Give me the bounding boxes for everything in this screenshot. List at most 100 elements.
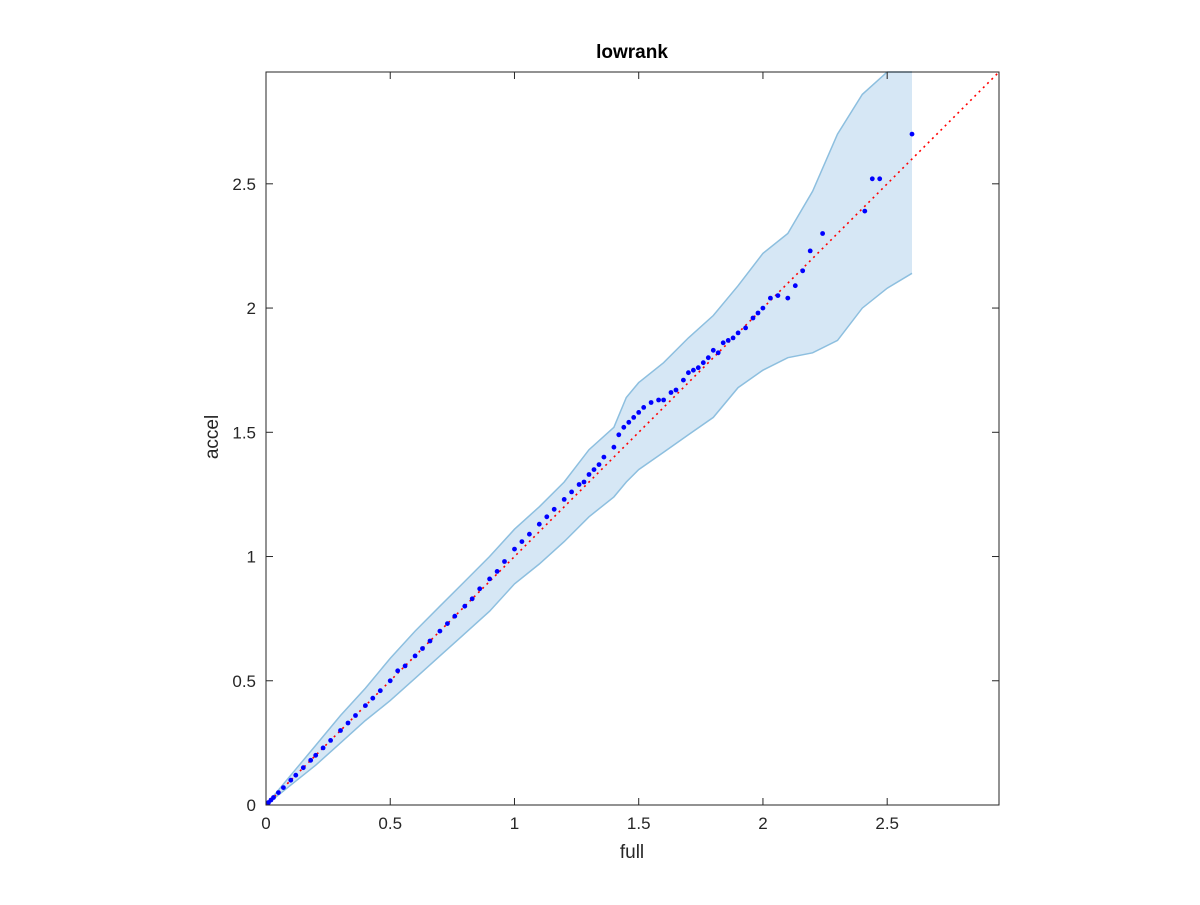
data-point xyxy=(487,576,492,582)
data-point xyxy=(502,559,507,564)
data-point xyxy=(909,131,915,137)
data-point xyxy=(387,678,393,684)
data-point xyxy=(760,305,766,311)
data-point xyxy=(862,208,868,214)
data-point xyxy=(705,355,711,361)
y-tick-label: 1.5 xyxy=(232,423,256,442)
data-point xyxy=(452,613,458,619)
data-point xyxy=(427,638,433,644)
y-tick-label: 1 xyxy=(247,548,256,567)
data-point xyxy=(300,765,306,771)
data-point xyxy=(596,462,602,467)
x-tick-label: 2 xyxy=(758,814,767,833)
data-point xyxy=(656,397,661,403)
data-point xyxy=(681,377,686,383)
confidence-band-lower-edge xyxy=(265,272,913,806)
data-point xyxy=(616,432,622,438)
y-tick-label: 0 xyxy=(247,796,256,815)
data-point xyxy=(869,176,875,182)
data-point xyxy=(569,489,574,495)
data-point xyxy=(661,397,666,403)
data-point xyxy=(735,330,741,336)
data-point xyxy=(755,310,761,316)
data-point xyxy=(641,405,647,410)
data-point xyxy=(338,728,343,733)
chart-title: lowrank xyxy=(596,42,668,63)
data-point xyxy=(775,293,781,298)
data-point xyxy=(281,785,286,790)
confidence-band-upper-edge xyxy=(265,71,912,806)
data-point xyxy=(494,569,500,574)
axes-layer: 0 0.5 1 1.5 2 2.5 0 0.5 1 1.5 2 2.5 xyxy=(232,71,1000,833)
data-point xyxy=(412,653,418,659)
data-point xyxy=(276,790,281,795)
y-tick-label: 0.5 xyxy=(232,672,256,691)
data-points-layer xyxy=(266,131,915,805)
confidence-band-layer xyxy=(265,71,913,806)
data-point xyxy=(700,360,706,366)
data-point xyxy=(648,400,654,405)
data-point xyxy=(512,546,517,552)
data-point xyxy=(877,176,883,182)
data-point xyxy=(271,795,276,800)
data-point xyxy=(730,335,736,341)
x-tick-label: 2.5 xyxy=(875,814,899,833)
data-point xyxy=(519,539,525,544)
data-point xyxy=(668,390,674,395)
data-point xyxy=(320,745,326,751)
data-point xyxy=(611,444,617,450)
data-point xyxy=(402,663,408,669)
data-point xyxy=(551,506,557,512)
data-point xyxy=(462,603,468,609)
data-point xyxy=(437,628,443,634)
data-point xyxy=(353,713,358,718)
data-point xyxy=(631,415,637,420)
data-point xyxy=(715,350,721,356)
x-tick-label: 1.5 xyxy=(627,814,651,833)
data-point xyxy=(807,248,813,254)
data-point xyxy=(445,621,450,626)
plot-frame xyxy=(265,71,1000,806)
data-point xyxy=(328,738,333,743)
data-point xyxy=(377,688,383,694)
data-point xyxy=(673,387,679,393)
x-tick-label: 0 xyxy=(261,814,270,833)
data-point xyxy=(345,720,351,726)
data-point xyxy=(544,514,550,520)
data-point xyxy=(288,777,294,783)
data-point xyxy=(750,315,756,321)
data-point xyxy=(621,424,627,430)
data-point xyxy=(370,695,376,701)
data-point xyxy=(720,340,726,346)
data-point xyxy=(363,703,368,708)
data-point xyxy=(527,531,532,537)
data-point xyxy=(768,295,773,301)
data-point xyxy=(395,668,401,674)
data-point xyxy=(626,419,632,425)
data-point xyxy=(576,482,582,487)
data-point xyxy=(710,347,716,353)
data-point xyxy=(800,268,806,274)
confidence-band-fill xyxy=(266,72,912,805)
data-point xyxy=(469,596,475,602)
data-point xyxy=(820,231,825,236)
x-tick-label: 0.5 xyxy=(378,814,402,833)
data-point xyxy=(636,410,642,415)
data-point xyxy=(691,367,696,373)
data-point xyxy=(792,283,798,289)
data-point xyxy=(313,752,319,758)
y-tick-label: 2.5 xyxy=(232,175,256,194)
x-axis-label: full xyxy=(620,842,644,863)
data-point xyxy=(420,646,425,651)
data-point xyxy=(581,479,587,485)
data-point xyxy=(536,521,542,527)
data-point xyxy=(586,472,592,477)
data-point xyxy=(561,497,567,502)
y-axis-label: accel xyxy=(202,415,223,459)
data-point xyxy=(725,338,731,343)
data-point xyxy=(591,467,597,472)
data-point xyxy=(477,586,483,592)
data-point xyxy=(743,325,748,331)
